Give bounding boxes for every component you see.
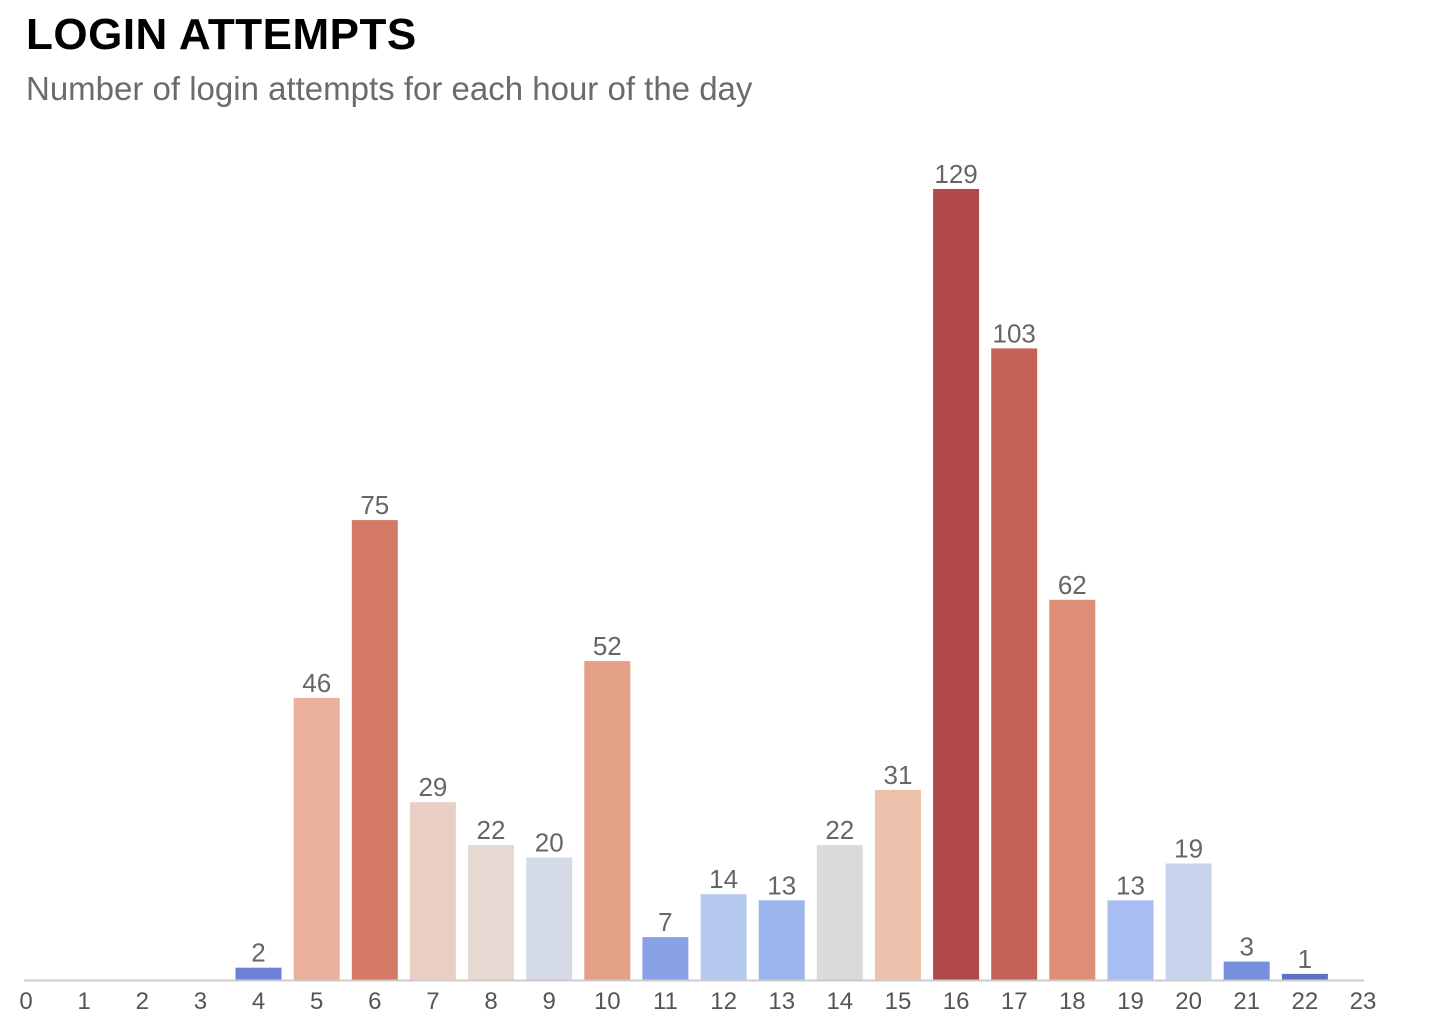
bar-hour-22 [1281, 973, 1328, 980]
bar-hour-18 [1049, 599, 1096, 980]
x-tick-label-11: 11 [653, 988, 678, 1015]
x-tick-label-0: 0 [19, 988, 32, 1015]
value-label-hour-13: 13 [767, 870, 796, 900]
x-tick-label-19: 19 [1117, 988, 1144, 1015]
value-label-hour-14: 22 [825, 815, 854, 845]
x-tick-label-7: 7 [426, 988, 439, 1015]
x-tick-label-10: 10 [594, 988, 621, 1015]
bar-hour-17 [991, 348, 1038, 980]
x-tick-label-14: 14 [826, 988, 853, 1015]
bar-hour-8 [468, 845, 514, 980]
bar-hour-5 [293, 697, 340, 980]
x-tick-label-12: 12 [710, 988, 737, 1015]
x-tick-label-8: 8 [484, 988, 497, 1015]
value-label-hour-15: 31 [884, 760, 913, 790]
x-tick-label-2: 2 [136, 988, 149, 1015]
value-label-hour-17: 103 [993, 318, 1036, 348]
chart-title: LOGIN ATTEMPTS [26, 10, 417, 59]
bar-hour-6 [351, 520, 398, 980]
value-label-hour-6: 75 [360, 490, 389, 520]
value-label-hour-8: 22 [477, 815, 506, 845]
bar-hour-9 [526, 857, 573, 980]
x-tick-label-21: 21 [1233, 988, 1260, 1015]
value-label-hour-21: 3 [1239, 932, 1253, 962]
bar-hour-7 [409, 802, 456, 980]
x-tick-label-20: 20 [1175, 988, 1202, 1015]
value-label-hour-11: 7 [658, 907, 672, 937]
x-tick-label-17: 17 [1001, 988, 1028, 1015]
x-tick-label-6: 6 [368, 988, 381, 1015]
bar-hour-14 [816, 845, 863, 980]
value-label-hour-12: 14 [709, 864, 738, 894]
bar-hour-11 [642, 937, 689, 980]
bar-hour-4 [235, 967, 282, 980]
value-label-hour-5: 46 [302, 668, 331, 698]
x-tick-label-18: 18 [1059, 988, 1086, 1015]
bar-hour-12 [700, 894, 747, 980]
x-tick-label-1: 1 [77, 988, 90, 1015]
bar-hour-16 [933, 189, 980, 980]
x-tick-label-9: 9 [543, 988, 556, 1015]
x-tick-label-15: 15 [885, 988, 912, 1015]
bar-hour-15 [875, 789, 921, 980]
bar-hour-21 [1223, 961, 1270, 980]
value-label-hour-4: 2 [251, 938, 265, 968]
value-label-hour-7: 29 [418, 772, 447, 802]
value-label-hour-20: 19 [1174, 834, 1203, 864]
value-label-hour-10: 52 [593, 631, 622, 661]
chart-subtitle: Number of login attempts for each hour o… [26, 70, 753, 107]
x-tick-label-5: 5 [310, 988, 323, 1015]
bars-layer [235, 189, 1328, 980]
value-label-hour-9: 20 [535, 827, 564, 857]
x-tick-label-4: 4 [252, 988, 265, 1015]
x-tick-labels: 0 1 2 3 4 5 6 7 8 9 10 11 12 13 14 15 16 17 18 19 20 21 22 23 [19, 988, 1376, 1015]
x-tick-label-16: 16 [943, 988, 970, 1015]
value-label-hour-18: 62 [1058, 570, 1087, 600]
x-tick-label-22: 22 [1292, 988, 1319, 1015]
x-tick-label-13: 13 [768, 988, 795, 1015]
bar-hour-19 [1107, 900, 1154, 980]
bar-hour-13 [758, 900, 805, 980]
x-tick-label-3: 3 [194, 988, 207, 1015]
value-label-hour-19: 13 [1116, 870, 1145, 900]
bar-hour-20 [1165, 863, 1212, 980]
bar-hour-10 [584, 661, 631, 980]
value-label-hour-22: 1 [1298, 944, 1312, 974]
x-tick-label-23: 23 [1350, 988, 1377, 1015]
value-label-hour-16: 129 [934, 159, 977, 189]
